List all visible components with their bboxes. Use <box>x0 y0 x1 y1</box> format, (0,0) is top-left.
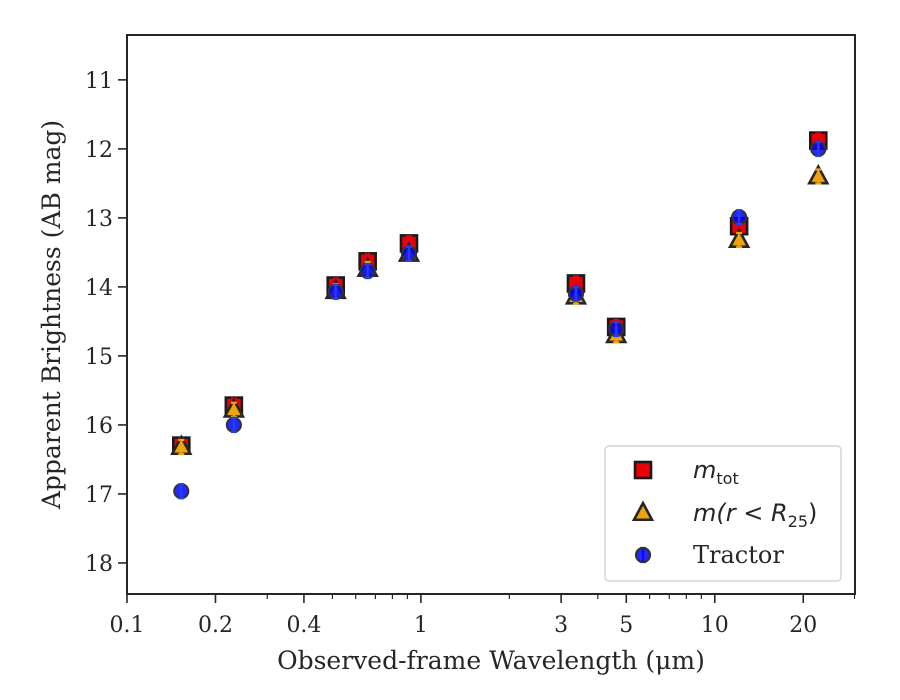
y-axis-label: Apparent Brightness (AB mag) <box>37 120 66 510</box>
x-tick-label: 10 <box>701 613 729 638</box>
y-tick-label: 11 <box>85 69 113 94</box>
legend-box <box>604 445 842 582</box>
axes-frame <box>126 34 856 595</box>
y-tick-label: 17 <box>85 483 113 508</box>
x-axis-label: Observed-frame Wavelength (μm) <box>277 646 705 675</box>
y-axis-ticks: 11 12 13 14 15 16 17 18 <box>85 69 127 577</box>
x-tick-label: 0.1 <box>110 613 145 638</box>
legend-label-subscript: tot <box>716 469 738 488</box>
y-tick-label: 13 <box>85 207 113 232</box>
legend-marker-mtot <box>633 460 653 480</box>
x-tick-label: 0.4 <box>286 613 321 638</box>
legend-label-mr25: m(r < R25) <box>693 499 817 531</box>
series-tractor <box>173 140 827 500</box>
x-tick-label: 20 <box>789 613 817 638</box>
x-tick-label: 5 <box>619 613 633 638</box>
x-tick-label: 1 <box>414 613 428 638</box>
legend-label-close: ) <box>808 499 817 527</box>
y-tick-label: 16 <box>85 414 113 439</box>
legend: mtot m(r < R25) Tractor <box>604 445 842 582</box>
legend-label-main: m <box>693 456 716 484</box>
data-markers <box>170 131 830 500</box>
y-tick-label: 14 <box>85 276 113 301</box>
legend-label-mtot: mtot <box>693 456 739 488</box>
legend-label-main: m(r < R <box>693 499 788 527</box>
x-tick-label: 0.2 <box>198 613 233 638</box>
y-tick-label: 15 <box>85 345 113 370</box>
legend-label-tractor: Tractor <box>693 541 784 569</box>
legend-label-subscript: 25 <box>788 512 808 531</box>
x-tick-label: 3 <box>554 613 568 638</box>
legend-marker-mr25 <box>631 500 655 522</box>
y-tick-label: 18 <box>85 552 113 577</box>
x-axis-ticks: 0.1 0.2 0.4 1 3 5 10 20 <box>110 594 856 638</box>
y-tick-label: 12 <box>85 138 113 163</box>
legend-marker-tractor <box>634 546 652 564</box>
